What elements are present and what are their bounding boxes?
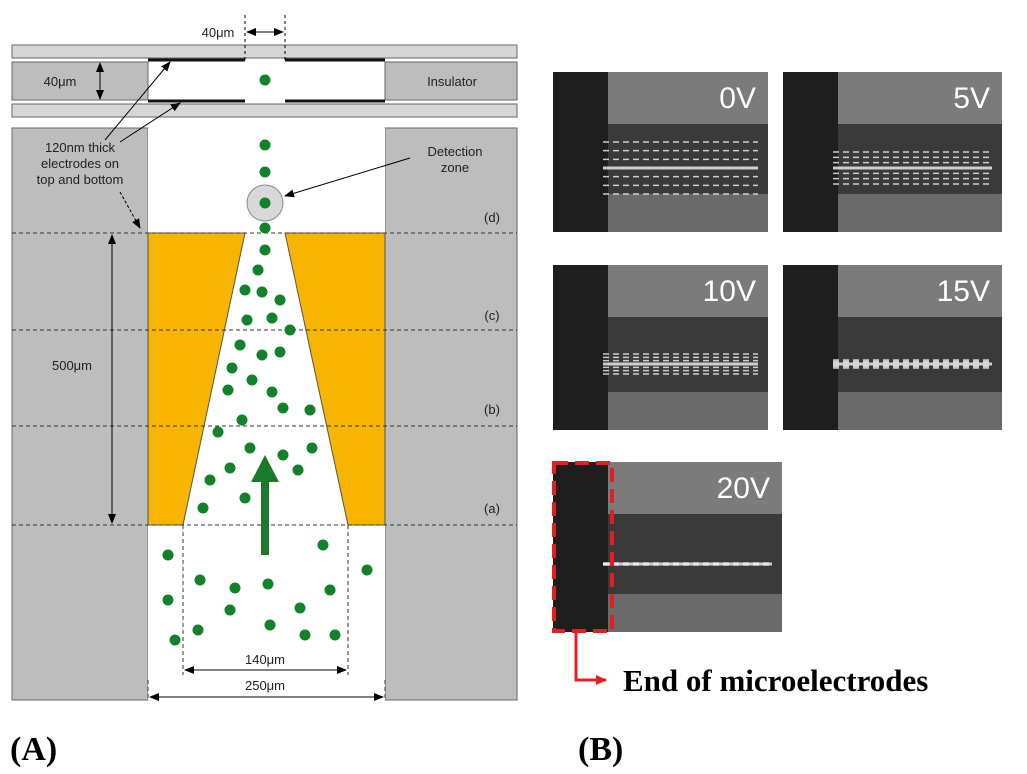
particle (260, 245, 271, 256)
particle (305, 405, 316, 416)
particle (247, 375, 258, 386)
annotation-arrow (576, 633, 606, 680)
electrode-note: electrodes on (41, 156, 119, 171)
figure: 40μm 40μm Insulator (d) (c) (b) (a) 500μ… (0, 0, 1027, 774)
particle (213, 427, 224, 438)
gap-width: 40μm (202, 25, 235, 40)
panel-label: (A) (10, 731, 57, 768)
section-label: (b) (484, 402, 500, 417)
image-strip (783, 265, 838, 430)
image-lower (838, 194, 1002, 232)
particle (223, 385, 234, 396)
particle (265, 620, 276, 631)
particle (240, 493, 251, 504)
outlet-width: 140μm (245, 652, 285, 667)
electrode-note: top and bottom (37, 172, 124, 187)
cross-section: 40μm 40μm Insulator (12, 15, 517, 117)
annotation: End of microelectrodes (623, 663, 928, 698)
particle (195, 575, 206, 586)
particle (253, 265, 264, 276)
particle (307, 443, 318, 454)
particle (330, 630, 341, 641)
particle (275, 347, 286, 358)
particle (267, 313, 278, 324)
particle (170, 635, 181, 646)
section-label: (c) (484, 308, 499, 323)
particle (267, 387, 278, 398)
particle (163, 595, 174, 606)
particle (260, 140, 271, 151)
particle (245, 443, 256, 454)
particle (260, 75, 271, 86)
detection-label: Detection (428, 144, 483, 159)
channel-height: 40μm (44, 74, 77, 89)
particle (285, 325, 296, 336)
particle (295, 603, 306, 614)
particle (227, 363, 238, 374)
particle (235, 340, 246, 351)
particle (260, 198, 271, 209)
wall-left (12, 128, 148, 700)
particle (275, 295, 286, 306)
particle (257, 350, 268, 361)
channel-width: 250μm (245, 678, 285, 693)
particle (193, 625, 204, 636)
particle (240, 285, 251, 296)
panel-label: (B) (578, 731, 623, 768)
particle (205, 475, 216, 486)
particle (278, 450, 289, 461)
micrograph: 0V (553, 72, 768, 232)
particle (263, 579, 274, 590)
particle (230, 583, 241, 594)
particle (278, 403, 289, 414)
image-strip (553, 72, 608, 232)
image-strip (553, 265, 608, 430)
section-label: (d) (484, 210, 500, 225)
top-layer (12, 45, 517, 58)
micrograph: 20V (553, 462, 782, 632)
image-lower (608, 194, 768, 232)
insulator-left (12, 62, 148, 100)
top-view: (d) (c) (b) (a) 500μm 140μm 250μm 120nm … (12, 62, 517, 700)
voltage-label: 20V (717, 472, 770, 505)
detection-label: zone (441, 160, 469, 175)
voltage-label: 5V (953, 82, 990, 115)
section-label: (a) (484, 501, 500, 516)
electrode-note: 120nm thick (45, 140, 116, 155)
micrograph: 5V (783, 72, 1002, 232)
image-lower (608, 594, 782, 632)
voltage-label: 0V (719, 82, 756, 115)
particle (318, 540, 329, 551)
particle (242, 315, 253, 326)
particle (237, 415, 248, 426)
image-strip (553, 462, 608, 632)
micrograph: 15V (783, 265, 1002, 430)
image-lower (608, 392, 768, 430)
particle (260, 223, 271, 234)
image-lower (838, 392, 1002, 430)
particle (257, 287, 268, 298)
voltage-label: 10V (703, 275, 756, 308)
particle (225, 463, 236, 474)
bottom-layer (12, 104, 517, 117)
particle (293, 465, 304, 476)
particle (362, 565, 373, 576)
particle (198, 503, 209, 514)
voltage-label: 15V (937, 275, 990, 308)
particle (260, 167, 271, 178)
electrode-length: 500μm (52, 358, 92, 373)
particle (163, 550, 174, 561)
micrographs: 0V 5V 10V 15V 20V (553, 72, 1002, 632)
micrograph: 10V (553, 265, 768, 430)
particle (300, 630, 311, 641)
particle (225, 605, 236, 616)
image-strip (783, 72, 838, 232)
insulator-label: Insulator (427, 74, 478, 89)
particle (325, 585, 336, 596)
